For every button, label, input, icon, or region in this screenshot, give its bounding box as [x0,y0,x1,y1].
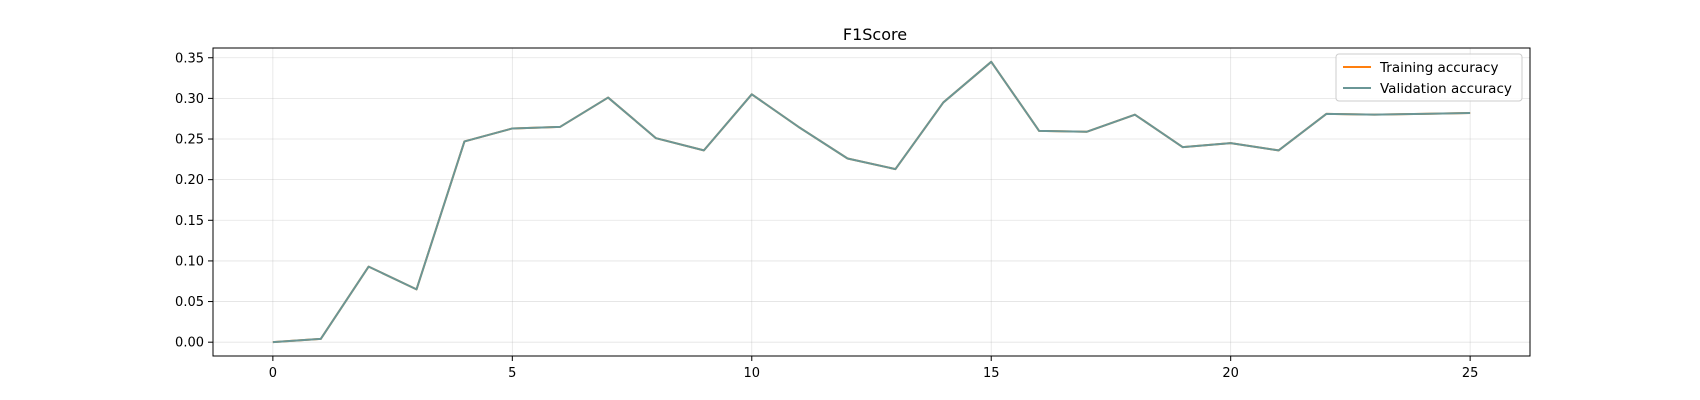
y-tick-label: 0.15 [175,214,204,229]
y-tick-label: 0.25 [175,133,204,148]
x-tick-label: 10 [743,366,760,381]
y-tick-label: 0.05 [175,295,204,310]
y-tick-label: 0.20 [175,173,204,188]
x-tick-label: 5 [508,366,516,381]
y-tick-label: 0.00 [175,336,204,351]
legend-label-validation: Validation accuracy [1380,81,1512,97]
x-tick-label: 25 [1462,366,1479,381]
legend: Training accuracy Validation accuracy [1335,53,1523,102]
plot-frame [212,47,1531,357]
axis-ticks: 0 5 10 15 20 25 0.00 0.05 0.10 0.15 0.20 0.25 0.30 0.… [175,51,1478,381]
y-tick-label: 0.35 [175,51,204,66]
y-tick-label: 0.10 [175,254,204,269]
x-tick-label: 15 [983,366,1000,381]
grid-lines [213,48,1530,356]
x-tick-label: 20 [1222,366,1239,381]
legend-box [1335,53,1523,102]
series-line-validation [272,60,1471,344]
series-lines [272,60,1471,344]
legend-label-training: Training accuracy [1379,60,1498,76]
x-tick-label: 0 [269,366,277,381]
chart-title: F1Score [843,25,907,44]
y-tick-label: 0.30 [175,92,204,107]
